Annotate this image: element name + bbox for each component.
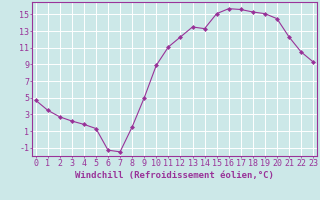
X-axis label: Windchill (Refroidissement éolien,°C): Windchill (Refroidissement éolien,°C) xyxy=(75,171,274,180)
